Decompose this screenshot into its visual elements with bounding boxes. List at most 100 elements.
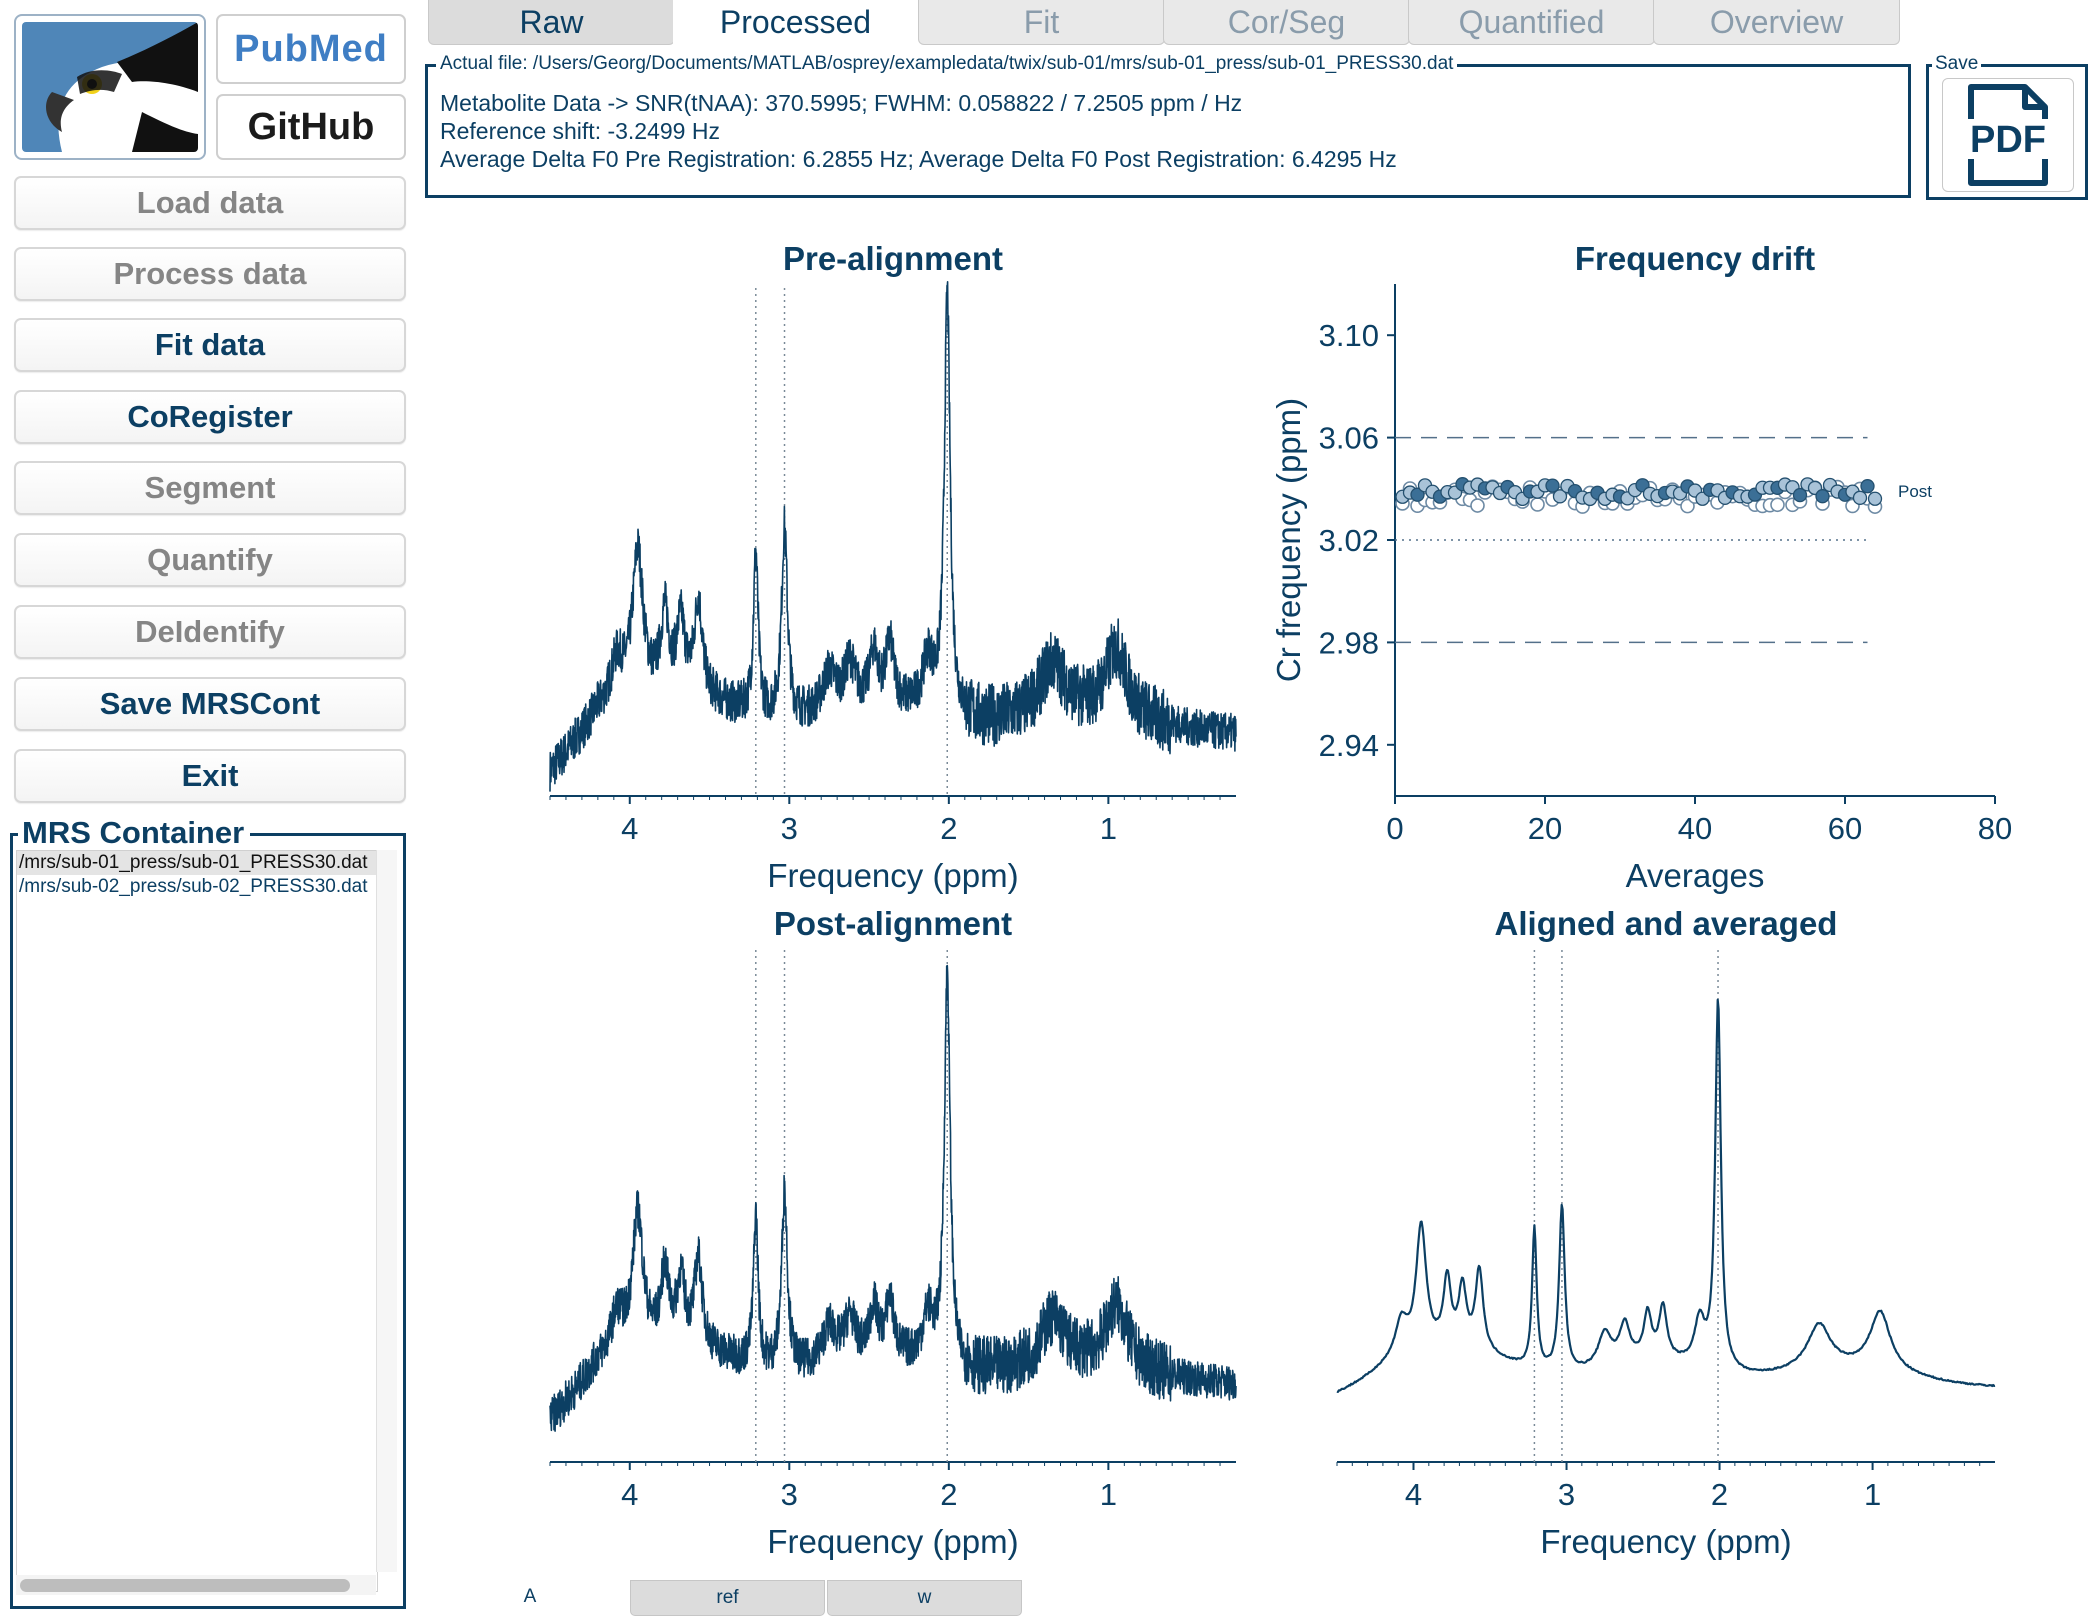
spectrum-line-avg xyxy=(1336,998,1996,1393)
pubmed-logo: PubMed xyxy=(234,27,388,70)
pre-data-point xyxy=(1530,497,1545,512)
save-mrscont-label: Save MRSCont xyxy=(99,686,321,721)
file-info-title: Actual file: /Users/Georg/Documents/MATL… xyxy=(436,53,1458,75)
tab-processed-label: Processed xyxy=(719,3,872,40)
osprey-logo-button[interactable] xyxy=(14,14,206,160)
x-tick-label: 4 xyxy=(1405,1477,1422,1512)
snr-info-text: Metabolite Data -> SNR(tNAA): 370.5995; … xyxy=(440,90,1243,116)
quantify-button[interactable]: Quantify xyxy=(14,533,406,587)
frequency-drift-plot: Frequency drift Averages Cr frequency (p… xyxy=(1270,240,2012,894)
pre-alignment-xlabel: Frequency (ppm) xyxy=(767,857,1018,894)
spectrum-line-post xyxy=(549,964,1237,1432)
pre-data-point xyxy=(1770,497,1785,513)
x-tick-label: 20 xyxy=(1528,811,1562,846)
tab-raw-label: Raw xyxy=(519,3,584,40)
deidentify-button[interactable]: DeIdentify xyxy=(14,605,406,659)
process-data-button[interactable]: Process data xyxy=(14,247,406,301)
y-tick-label: 3.10 xyxy=(1319,318,1379,353)
tab-corseg-label: Cor/Seg xyxy=(1227,3,1346,40)
load-data-button[interactable]: Load data xyxy=(14,176,406,230)
fit-data-label: Fit data xyxy=(154,327,266,362)
tab-w-label: w xyxy=(917,1587,932,1608)
aligned-averaged-xlabel: Frequency (ppm) xyxy=(1540,1523,1791,1560)
tab-a-label: A xyxy=(523,1586,537,1607)
x-tick-label: 3 xyxy=(781,1477,798,1512)
x-tick-label: 2 xyxy=(940,811,957,846)
tab-raw[interactable]: Raw xyxy=(428,0,675,45)
mrs-file-list[interactable]: /mrs/sub-01_press/sub-01_PRESS30.dat /mr… xyxy=(16,850,378,1592)
post-alignment-plot: Post-alignment Frequency (ppm) 4 3 2 1 xyxy=(549,905,1237,1560)
save-panel-title: Save xyxy=(1932,53,1982,75)
tab-corseg[interactable]: Cor/Seg xyxy=(1163,0,1410,45)
tab-ref[interactable]: ref xyxy=(630,1580,825,1616)
aligned-averaged-plot: Aligned and averaged Frequency (ppm) 4 3 2… xyxy=(1336,905,1996,1560)
post-data-point xyxy=(1552,489,1568,504)
list-item[interactable]: /mrs/sub-02_press/sub-02_PRESS30.dat xyxy=(19,876,368,897)
x-tick-label: 3 xyxy=(1558,1477,1575,1512)
post-data-point xyxy=(1852,490,1868,505)
list-item[interactable]: /mrs/sub-01_press/sub-01_PRESS30.dat xyxy=(17,851,377,875)
post-data-point xyxy=(1410,487,1425,502)
process-data-label: Process data xyxy=(113,256,307,291)
tab-ref-label: ref xyxy=(716,1587,739,1608)
coregister-label: CoRegister xyxy=(127,399,293,434)
y-tick-label: 3.02 xyxy=(1319,523,1379,558)
pdf-label: PDF xyxy=(1970,119,2046,161)
post-data-point xyxy=(1792,487,1808,503)
x-tick-label: 4 xyxy=(621,811,638,846)
tab-w[interactable]: w xyxy=(827,1580,1022,1616)
tab-fit-label: Fit xyxy=(1023,3,1060,40)
x-tick-label: 3 xyxy=(781,811,798,846)
mrs-container-title: MRS Container xyxy=(18,815,251,851)
aligned-averaged-title: Aligned and averaged xyxy=(1495,905,1838,942)
tab-quantified[interactable]: Quantified xyxy=(1408,0,1655,45)
x-tick-label: 0 xyxy=(1386,811,1403,846)
exit-label: Exit xyxy=(181,758,239,793)
pre-data-point xyxy=(1680,498,1695,514)
tab-processed[interactable]: Processed xyxy=(673,0,918,44)
x-tick-label: 2 xyxy=(1711,1477,1728,1512)
coregister-button[interactable]: CoRegister xyxy=(14,390,406,444)
segment-label: Segment xyxy=(144,470,276,505)
pubmed-button[interactable]: PubMed xyxy=(216,14,406,84)
spectrum-line-pre xyxy=(549,281,1237,792)
x-tick-label: 1 xyxy=(1864,1477,1881,1512)
x-tick-label: 2 xyxy=(940,1477,957,1512)
pre-data-point xyxy=(1470,498,1485,513)
pre-alignment-plot: Pre-alignment Frequency (ppm) 4 3 2 1 xyxy=(549,240,1237,894)
post-alignment-xlabel: Frequency (ppm) xyxy=(767,1523,1018,1560)
pdf-icon: PDF xyxy=(1957,84,2059,186)
x-tick-label: 60 xyxy=(1828,811,1862,846)
pre-alignment-title: Pre-alignment xyxy=(783,240,1003,277)
file-list-horizontal-scrollbar[interactable] xyxy=(16,1575,376,1595)
post-data-point xyxy=(1815,489,1830,504)
x-tick-label: 4 xyxy=(621,1477,638,1512)
save-pdf-button[interactable]: PDF xyxy=(1942,78,2074,192)
github-button[interactable]: GitHub xyxy=(216,94,406,160)
deidentify-label: DeIdentify xyxy=(135,614,285,649)
x-tick-label: 40 xyxy=(1678,811,1712,846)
save-panel xyxy=(1926,64,2088,200)
reference-shift-text: Reference shift: -3.2499 Hz xyxy=(440,118,720,144)
post-alignment-title: Post-alignment xyxy=(774,905,1012,942)
scrollbar-thumb[interactable] xyxy=(20,1579,350,1592)
x-tick-label: 1 xyxy=(1100,811,1117,846)
frequency-drift-title: Frequency drift xyxy=(1575,240,1815,277)
delta-f0-text: Average Delta F0 Pre Registration: 6.285… xyxy=(440,146,1397,172)
post-series-label: Post xyxy=(1898,482,1932,501)
tab-overview[interactable]: Overview xyxy=(1653,0,1900,45)
y-tick-label: 2.94 xyxy=(1319,728,1379,763)
x-tick-label: 1 xyxy=(1100,1477,1117,1512)
post-data-point xyxy=(1545,478,1560,493)
tab-a[interactable]: A xyxy=(430,1580,630,1614)
save-mrscont-button[interactable]: Save MRSCont xyxy=(14,677,406,731)
post-data-point xyxy=(1867,491,1883,506)
segment-button[interactable]: Segment xyxy=(14,461,406,515)
frequency-drift-ylabel: Cr frequency (ppm) xyxy=(1270,398,1307,682)
tab-overview-label: Overview xyxy=(1709,3,1844,40)
file-list-vertical-scrollbar[interactable] xyxy=(376,850,397,1572)
fit-data-button[interactable]: Fit data xyxy=(14,318,406,372)
quantify-label: Quantify xyxy=(147,542,273,577)
exit-button[interactable]: Exit xyxy=(14,749,406,803)
